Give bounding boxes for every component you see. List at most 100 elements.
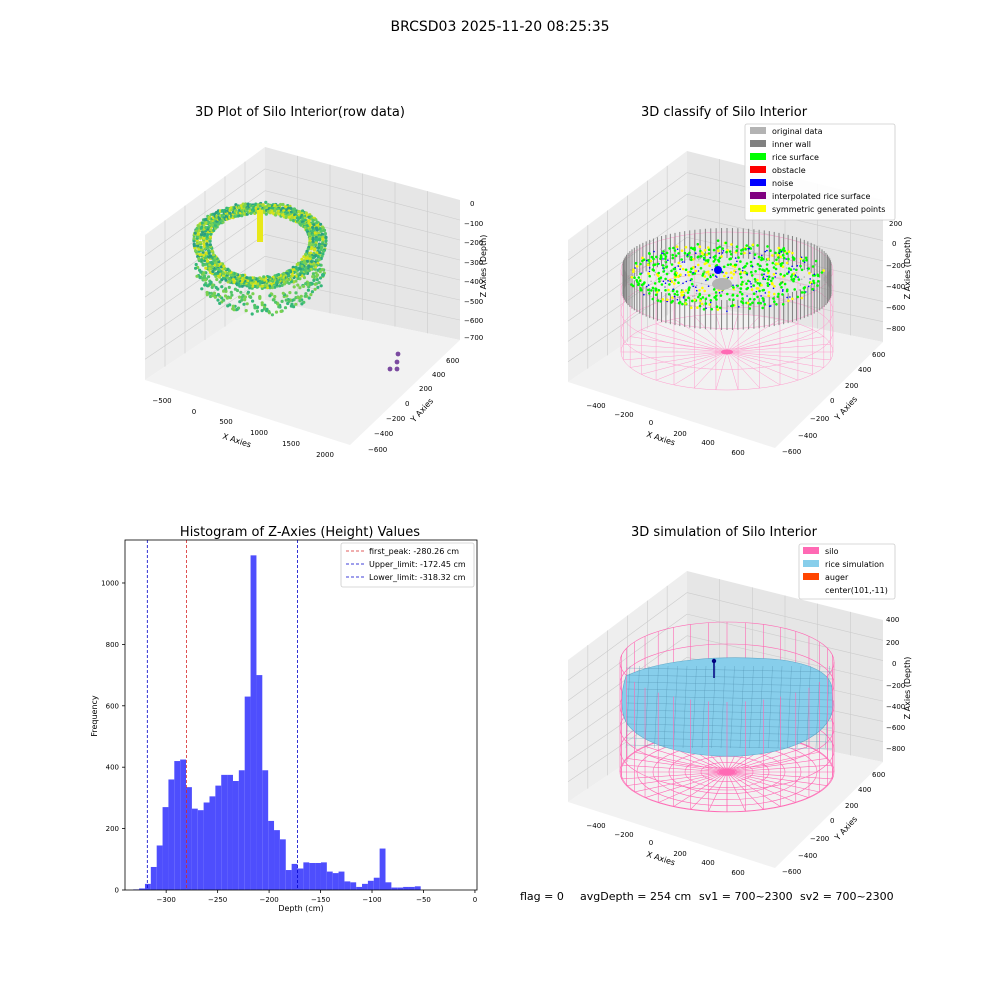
- raw-data-point: [318, 270, 322, 274]
- classified-point: [654, 271, 657, 274]
- classified-point: [664, 277, 667, 281]
- raw-data-point: [279, 202, 283, 207]
- raw-data-point: [234, 203, 238, 207]
- histogram-bar: [215, 785, 222, 890]
- classified-point: [668, 272, 670, 275]
- classified-point: [750, 288, 754, 291]
- z-tick-label: 0: [892, 240, 896, 248]
- classified-point: [695, 284, 698, 287]
- raw-data-point: [200, 258, 204, 262]
- classified-point: [807, 285, 810, 288]
- legend-label: inner wall: [772, 140, 811, 149]
- histogram-bar: [315, 862, 321, 890]
- histogram-bar: [362, 883, 368, 890]
- raw-data-point: [324, 235, 328, 239]
- raw-data-point: [200, 225, 204, 229]
- legend-label: interpolated rice surface: [772, 192, 870, 201]
- raw-data-point: [244, 309, 248, 313]
- histogram-bar: [338, 871, 345, 890]
- y-tick-label: 1000: [101, 579, 119, 587]
- y-tick-label: 600: [872, 771, 885, 779]
- raw-data-point: [265, 309, 269, 313]
- classified-point: [646, 259, 648, 262]
- classified-point: [781, 303, 785, 306]
- raw-data-point: [319, 284, 323, 288]
- raw-data-point: [296, 283, 300, 287]
- classified-point: [792, 258, 796, 261]
- classified-point: [660, 279, 662, 281]
- classified-point: [676, 298, 679, 301]
- classified-point: [677, 275, 680, 279]
- classified-point: [734, 263, 738, 267]
- classified-point: [657, 288, 661, 292]
- classified-point: [736, 284, 739, 288]
- raw-data-point: [312, 223, 316, 227]
- classified-point: [715, 298, 718, 301]
- y-tick-label: 0: [115, 887, 119, 895]
- classified-point: [695, 292, 698, 295]
- raw-data-point: [225, 271, 230, 275]
- classified-point: [673, 282, 676, 285]
- histogram-bar: [197, 810, 204, 890]
- classified-point: [677, 281, 680, 285]
- raw-data-point: [323, 243, 327, 248]
- raw-data-point: [243, 295, 247, 299]
- classified-point: [651, 297, 655, 301]
- classified-point: [714, 291, 718, 294]
- raw-data-point: [200, 221, 204, 225]
- histogram-y-ticks: 0 200 400 600 800 1000: [101, 579, 125, 895]
- histogram-bar: [279, 839, 286, 890]
- classified-point: [709, 256, 711, 259]
- classified-point: [674, 273, 678, 277]
- classified-point: [699, 299, 702, 303]
- y-axis-label: Y Axies: [832, 395, 859, 423]
- raw-data-point: [203, 283, 207, 287]
- classified-point: [760, 295, 762, 297]
- classified-point: [759, 301, 762, 305]
- y-tick-label: −200: [810, 415, 829, 423]
- legend-label: Upper_limit: -172.45 cm: [369, 560, 466, 569]
- classified-point: [697, 258, 700, 261]
- classified-point: [797, 276, 799, 278]
- classified-point: [767, 294, 770, 298]
- raw-data-point: [260, 301, 264, 305]
- classified-point: [701, 296, 705, 299]
- classified-point: [689, 270, 692, 274]
- classified-point: [722, 271, 724, 274]
- raw-data-point: [290, 216, 294, 220]
- figure-suptitle: BRCSD03 2025-11-20 08:25:35: [390, 19, 609, 35]
- raw-data-point: [226, 304, 230, 308]
- classified-point: [662, 270, 665, 273]
- classified-point: [792, 277, 796, 281]
- raw-data-point: [199, 245, 203, 249]
- classified-point: [726, 263, 730, 267]
- raw-data-point: [204, 217, 208, 221]
- raw-data-point: [210, 223, 214, 227]
- classified-point: [646, 285, 648, 288]
- classified-point: [719, 306, 722, 310]
- classified-point: [704, 297, 708, 301]
- raw-data-point: [196, 232, 200, 236]
- histogram-bar: [408, 886, 415, 890]
- raw-data-point: [216, 293, 220, 297]
- classified-point: [732, 298, 735, 302]
- classified-point: [721, 247, 724, 250]
- classified-point: [750, 274, 754, 277]
- classified-point: [718, 252, 721, 255]
- raw-data-point: [280, 283, 284, 287]
- classified-point: [716, 308, 720, 311]
- classified-point: [666, 298, 669, 302]
- histogram-bar: [256, 675, 263, 890]
- raw-data-point: [324, 239, 328, 243]
- classified-point: [641, 256, 644, 260]
- raw-data-point: [288, 291, 292, 295]
- x-axis-label: X Axies: [645, 850, 676, 868]
- classified-point: [718, 292, 721, 294]
- footer-avg-depth: avgDepth = 254 cm: [580, 890, 691, 903]
- raw-data-point: [217, 212, 221, 216]
- raw-data-point: [315, 278, 319, 282]
- classified-point: [687, 288, 691, 292]
- raw-data-point: [211, 253, 216, 257]
- classified-point: [768, 283, 771, 286]
- classified-point: [733, 269, 736, 273]
